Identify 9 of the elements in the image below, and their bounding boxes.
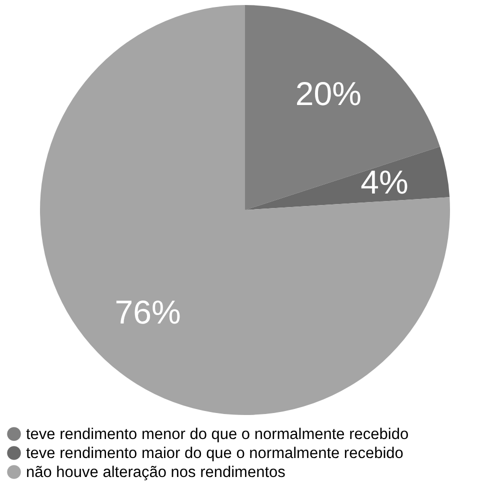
pie-slice [245,5,440,210]
pie-slice [40,5,450,415]
data-label: 20% [295,75,362,112]
legend-label: teve rendimento maior do que o normalmente recebido [26,445,404,462]
data-label: 4% [360,163,408,200]
data-label: 76% [114,294,181,331]
legend-label: teve rendimento menor do que o normalmente recebido [26,426,409,443]
legend-label: não houve alteração nos rendimentos [26,464,286,481]
pie-slice [245,146,450,210]
